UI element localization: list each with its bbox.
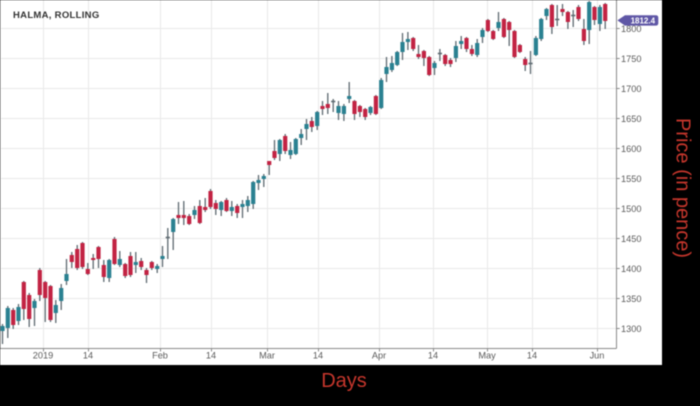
svg-text:Days: Days (321, 370, 367, 392)
svg-text:1550: 1550 (621, 174, 641, 184)
svg-text:Price (in pence): Price (in pence) (672, 118, 694, 258)
svg-text:Jun: Jun (590, 351, 605, 361)
svg-text:14: 14 (527, 351, 537, 361)
svg-text:14: 14 (313, 351, 323, 361)
svg-text:1812.4: 1812.4 (631, 16, 656, 25)
svg-text:HALMA, ROLLING: HALMA, ROLLING (13, 10, 100, 21)
svg-text:1600: 1600 (621, 144, 641, 154)
svg-text:1400: 1400 (621, 264, 641, 274)
svg-text:14: 14 (428, 351, 438, 361)
svg-text:1350: 1350 (621, 294, 641, 304)
svg-text:1700: 1700 (621, 84, 641, 94)
svg-text:Apr: Apr (372, 351, 386, 361)
svg-text:Feb: Feb (152, 351, 168, 361)
svg-text:1300: 1300 (621, 324, 641, 334)
svg-text:14: 14 (206, 351, 216, 361)
svg-text:14: 14 (83, 351, 93, 361)
svg-text:1750: 1750 (621, 54, 641, 64)
svg-text:1650: 1650 (621, 114, 641, 124)
svg-text:1500: 1500 (621, 204, 641, 214)
svg-text:Mar: Mar (259, 351, 275, 361)
svg-text:1800: 1800 (621, 24, 641, 34)
svg-text:1450: 1450 (621, 234, 641, 244)
svg-text:2019: 2019 (33, 351, 53, 361)
svg-text:May: May (478, 351, 496, 361)
